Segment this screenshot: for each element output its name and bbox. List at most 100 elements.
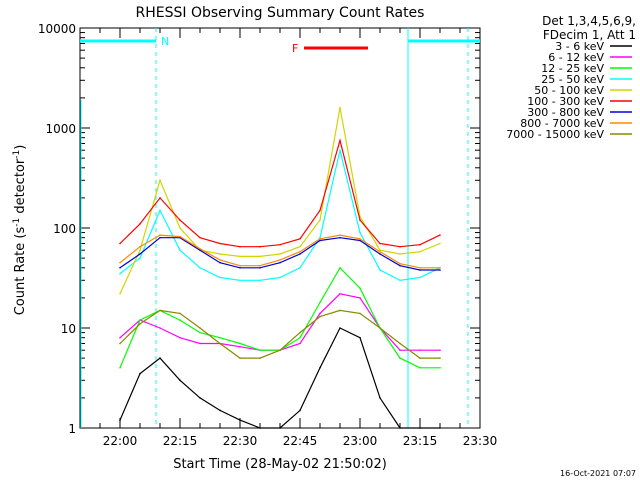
- series-point-4: [279, 253, 281, 255]
- series-point-5: [119, 242, 121, 245]
- series-point-3: [279, 276, 281, 279]
- series-point-7: [239, 264, 241, 267]
- series-line-4: [119, 107, 441, 295]
- series-point-5: [339, 139, 341, 142]
- series-point-2: [199, 331, 201, 334]
- series-point-4: [239, 255, 241, 258]
- series-point-8: [219, 342, 221, 345]
- series-point-8: [199, 327, 201, 329]
- series-point-4: [219, 253, 221, 255]
- x-tick-label: 22:30: [223, 434, 258, 448]
- y-tick-label: 10000: [38, 22, 76, 36]
- series-point-6: [139, 253, 141, 255]
- series-point-8: [299, 331, 301, 334]
- flag-f-label: F: [292, 42, 298, 55]
- series-point-5: [359, 219, 361, 221]
- series-point-5: [179, 219, 181, 221]
- legend-entry-label: 25 - 50 keV: [541, 73, 604, 86]
- series-point-1: [439, 349, 441, 351]
- series-point-6: [239, 266, 241, 269]
- series-point-8: [259, 357, 261, 359]
- series-point-7: [219, 259, 221, 261]
- series-point-5: [379, 242, 381, 245]
- series-point-1: [299, 342, 301, 345]
- series-point-7: [299, 250, 301, 253]
- series-point-6: [279, 261, 281, 264]
- series-point-6: [399, 264, 401, 267]
- legend-header-line1: Det 1,3,4,5,6,9,: [542, 14, 636, 28]
- series-point-4: [419, 250, 421, 253]
- series-point-8: [239, 357, 241, 359]
- series-point-1: [159, 327, 161, 329]
- series-point-1: [419, 349, 421, 351]
- series-point-0: [399, 427, 401, 429]
- series-point-3: [339, 149, 341, 151]
- series-point-8: [319, 315, 321, 318]
- series-point-8: [439, 357, 441, 359]
- series-point-0: [259, 427, 261, 429]
- x-tick-label: 22:15: [163, 434, 198, 448]
- series-point-0: [299, 409, 301, 412]
- series-point-1: [359, 297, 361, 299]
- series-point-4: [439, 242, 441, 245]
- series-point-0: [439, 427, 441, 429]
- series-point-2: [299, 336, 301, 339]
- flag-n-label: N: [161, 35, 169, 48]
- legend-entry-label: 300 - 800 keV: [527, 106, 604, 119]
- series-point-3: [379, 269, 381, 271]
- series-point-3: [199, 266, 201, 269]
- series-point-8: [419, 357, 421, 359]
- series-point-3: [299, 266, 301, 269]
- series-point-7: [279, 259, 281, 261]
- series-point-0: [359, 336, 361, 339]
- y-axis-label-part3: ): [13, 145, 28, 150]
- series-point-0: [379, 397, 381, 399]
- legend-entry-label: 12 - 25 keV: [541, 62, 604, 75]
- series-point-0: [239, 419, 241, 421]
- series-point-0: [139, 372, 141, 375]
- series-point-4: [139, 249, 141, 251]
- legend-entry-label: 7000 - 15000 keV: [506, 128, 604, 141]
- legend-entry-label: 800 - 7000 keV: [520, 117, 604, 130]
- y-axis-label-sup2: -1: [12, 150, 22, 159]
- series-point-0: [339, 327, 341, 329]
- series-point-7: [319, 237, 321, 240]
- series-point-1: [339, 292, 341, 295]
- series-point-2: [339, 266, 341, 269]
- series-line-5: [119, 138, 441, 248]
- y-tick-label: 10: [61, 322, 76, 336]
- y-axis-label: Count Rate (s-1 detector-1): [12, 145, 28, 316]
- series-point-8: [399, 342, 401, 345]
- series-point-5: [139, 223, 141, 225]
- series-point-4: [319, 219, 321, 221]
- y-tick-label: 1: [68, 422, 76, 436]
- series-point-6: [119, 266, 121, 269]
- series-line-2: [119, 266, 440, 369]
- series-point-6: [339, 236, 341, 239]
- series-point-6: [419, 269, 421, 271]
- series-point-8: [339, 309, 341, 312]
- series-point-4: [299, 245, 301, 248]
- series-point-3: [139, 257, 141, 259]
- y-axis-label-sup1: -1: [12, 218, 22, 227]
- series-point-3: [119, 272, 121, 275]
- x-tick-label: 23:00: [343, 434, 378, 448]
- series-point-6: [199, 249, 201, 251]
- series-point-1: [399, 349, 401, 351]
- series-line-1: [119, 293, 440, 351]
- series-point-7: [159, 234, 161, 236]
- series-point-8: [179, 312, 181, 315]
- series-point-8: [139, 323, 141, 325]
- y-tick-label: 1000: [45, 122, 76, 136]
- series-point-3: [399, 279, 401, 282]
- series-point-7: [439, 266, 441, 269]
- series-point-0: [199, 397, 201, 399]
- plot-area: 1 10 100 1000 10000 22:00 22:15 22:30 22:45 23:00…: [38, 22, 632, 448]
- series-point-0: [419, 427, 421, 429]
- series-point-6: [319, 239, 321, 242]
- series-point-3: [319, 236, 321, 239]
- series-point-7: [139, 245, 141, 248]
- series-point-1: [179, 336, 181, 339]
